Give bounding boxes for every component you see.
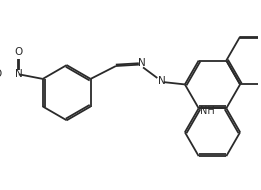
Text: N: N [138,58,146,68]
Text: O: O [15,47,23,57]
Text: N: N [158,76,165,86]
Text: N: N [15,69,23,79]
Text: NH: NH [200,106,214,116]
Text: O: O [0,69,1,79]
